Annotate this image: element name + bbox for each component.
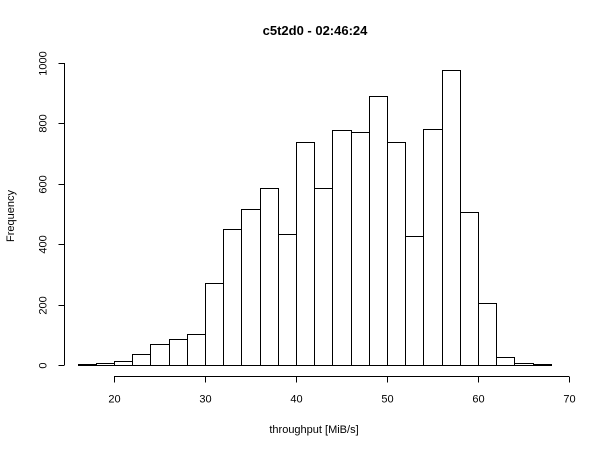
histogram-bar: [332, 130, 352, 366]
histogram-bar: [369, 96, 388, 366]
histogram-bar: [169, 339, 188, 366]
y-tick-label: 600: [38, 175, 50, 193]
histogram-bar: [241, 209, 261, 366]
histogram-bars: [78, 70, 552, 366]
chart-title: c5t2d0 - 02:46:24: [263, 23, 369, 38]
y-axis: 0 200 400 600 800 1000: [38, 51, 65, 369]
histogram-bar: [223, 229, 242, 366]
histogram-bar: [96, 363, 115, 366]
histogram-bar: [296, 142, 315, 366]
x-tick-label: 30: [199, 394, 211, 406]
histogram-bar: [114, 361, 133, 366]
y-tick-label: 0: [38, 362, 50, 368]
histogram-bar: [442, 70, 461, 366]
histogram-bar: [387, 142, 406, 366]
x-tick-label: 70: [563, 394, 575, 406]
x-axis-label: throughput [MiB/s]: [269, 424, 358, 436]
x-tick-label: 20: [108, 394, 120, 406]
histogram-bar: [260, 188, 279, 366]
histogram-bar: [405, 236, 424, 366]
x-tick-label: 50: [381, 394, 393, 406]
histogram-bar: [187, 334, 206, 366]
histogram-bar: [132, 354, 151, 366]
x-tick-label: 40: [290, 394, 302, 406]
histogram-bar: [351, 132, 370, 366]
histogram-bar: [278, 234, 297, 366]
histogram-bar: [460, 212, 479, 366]
y-tick-label: 200: [38, 296, 50, 314]
histogram-bar: [314, 188, 333, 366]
histogram-bar: [514, 363, 534, 366]
x-tick-label: 60: [472, 394, 484, 406]
y-tick-label: 800: [38, 114, 50, 132]
histogram-bar: [423, 129, 443, 366]
histogram-bar: [533, 364, 552, 366]
histogram-bar: [478, 303, 497, 366]
y-tick-label: 400: [38, 235, 50, 253]
y-tick-label: 1000: [38, 51, 50, 75]
histogram-bar: [205, 283, 224, 366]
histogram-bar: [78, 364, 97, 366]
histogram-bar: [150, 344, 170, 366]
y-axis-label: Frequency: [5, 190, 17, 242]
histogram-bar: [496, 357, 515, 366]
x-axis: 20 30 40 50 60 70: [108, 376, 576, 406]
